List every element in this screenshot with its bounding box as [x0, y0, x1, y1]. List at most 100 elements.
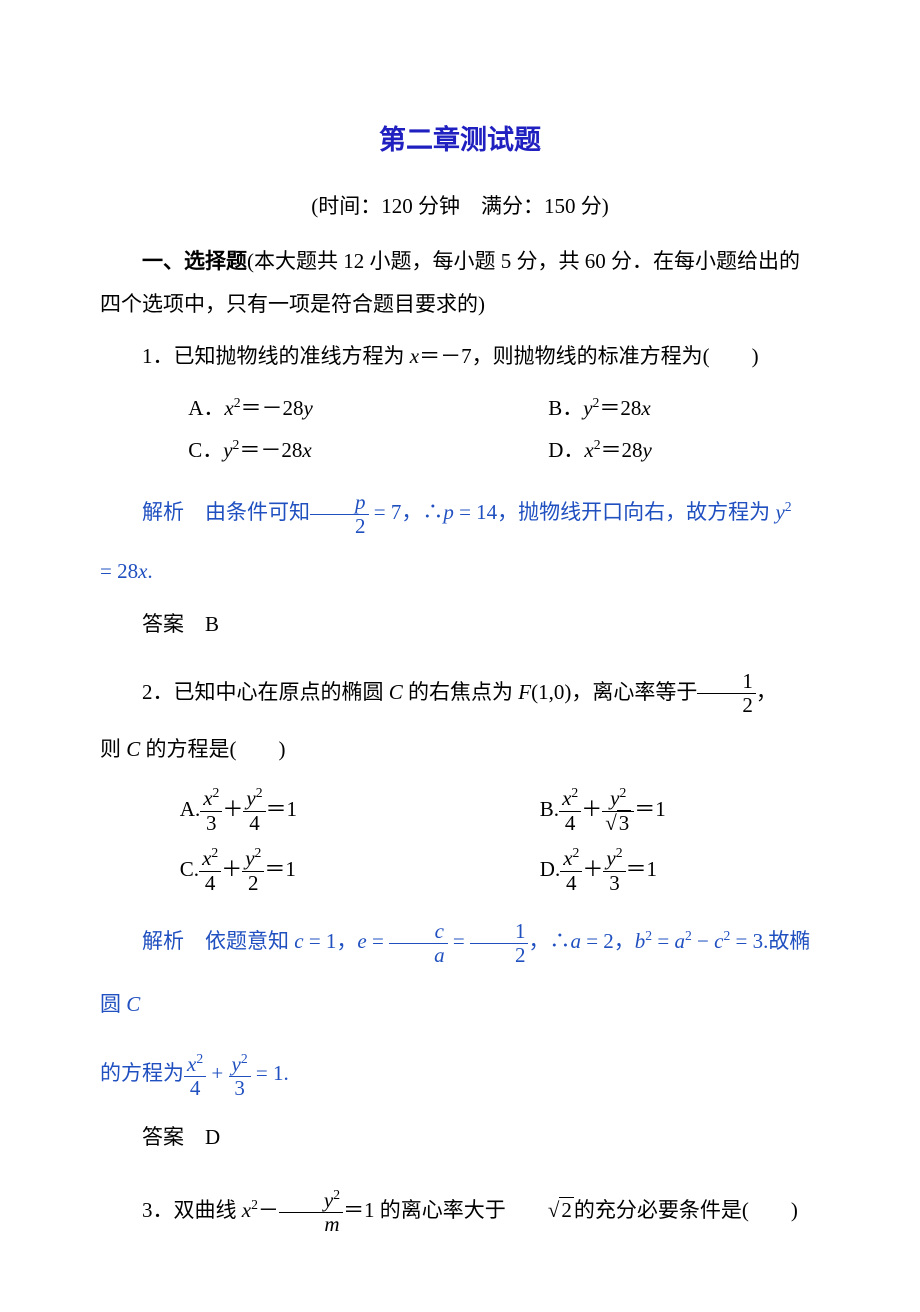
o-var2: x — [641, 396, 650, 420]
c1: 的方程为 — [100, 1061, 184, 1085]
den: 4 — [184, 1076, 206, 1100]
fraction: y22 — [242, 845, 264, 894]
num: y2 — [279, 1187, 343, 1212]
num: y2 — [229, 1051, 251, 1076]
sqrt: √2 — [506, 1179, 574, 1242]
o-pow: 2 — [234, 395, 241, 410]
prefix: A. — [180, 794, 200, 826]
fraction: y23 — [229, 1051, 251, 1100]
section-title: 一、选择题(本大题共 12 小题，每小题 5 分，共 60 分．在每小题给出的四… — [100, 240, 820, 325]
q2-answer: 答案 D — [100, 1111, 820, 1165]
a-var: y — [775, 500, 784, 524]
page-title: 第二章测试题 — [100, 120, 820, 161]
tail: 的充分必要条件是( ) — [574, 1198, 798, 1222]
fraction: y2√3 — [602, 785, 634, 834]
o-pow: 2 — [594, 437, 601, 452]
pow: 2 — [251, 1197, 258, 1212]
o-var: y — [223, 438, 232, 462]
answer-label: 答案 — [142, 1126, 184, 1149]
q1-optC: C．y2＝－28x — [100, 429, 460, 471]
num: p — [310, 491, 369, 514]
a-t1: 由条件可知 — [184, 500, 310, 524]
num: y2 — [602, 785, 634, 810]
q2-options: A.x23＋y24＝1 B.x24＋y2√3＝1 C.x24＋y22＝1 D.x… — [100, 780, 820, 900]
q1-text: 1．已知抛物线的准线方程为 — [142, 344, 410, 368]
q2-optC: C.x24＋y22＝1 — [100, 840, 460, 900]
num: x2 — [559, 785, 581, 810]
o-var2: x — [302, 438, 311, 462]
den: m — [279, 1212, 343, 1236]
a7: ，∴ — [528, 929, 570, 953]
q1-var: x — [410, 344, 419, 368]
fraction: 12 — [697, 670, 756, 717]
num: x2 — [199, 845, 221, 870]
var: e — [357, 929, 366, 953]
var: b — [635, 929, 646, 953]
a6: = — [448, 929, 470, 953]
fraction: ca — [389, 920, 448, 967]
fraction: y2m — [279, 1187, 343, 1236]
var: F — [518, 680, 531, 704]
q1-analysis-cont: = 28x. — [100, 550, 820, 592]
o-mid: ＝28 — [601, 438, 643, 462]
a3: = 1， — [304, 929, 358, 953]
fraction: 12 — [470, 920, 529, 967]
o-mid: ＝28 — [599, 396, 641, 420]
den: 2 — [310, 514, 369, 538]
fraction: p2 — [310, 491, 369, 538]
fraction: x24 — [559, 785, 581, 834]
c2: = 1. — [251, 1061, 289, 1085]
fraction: y23 — [603, 845, 625, 894]
q1-optA: A．x2＝－28y — [100, 387, 460, 429]
var: a — [570, 929, 581, 953]
var: C — [126, 737, 140, 761]
den: 3 — [200, 811, 222, 835]
var: c — [294, 929, 303, 953]
a-pow: 2 — [785, 499, 792, 514]
q2-cont: 则 C 的方程是( ) — [100, 728, 820, 770]
o-var2: y — [643, 438, 652, 462]
o-var: y — [583, 396, 592, 420]
num: x2 — [560, 845, 582, 870]
answer-value: D — [184, 1125, 220, 1149]
answer-label: 答案 — [142, 613, 184, 636]
num: y2 — [603, 845, 625, 870]
answer-value: B — [184, 612, 219, 636]
question-3: 3．双曲线 x2－y2m＝1 的离心率大于√2的充分必要条件是( ) — [100, 1179, 820, 1242]
var: x — [242, 1198, 251, 1222]
a9: = 2， — [581, 929, 635, 953]
var: a — [674, 929, 685, 953]
den: 3 — [603, 871, 625, 895]
prefix: B. — [540, 794, 559, 826]
a5: = — [367, 929, 389, 953]
a15: − — [692, 929, 714, 953]
a-var: p — [443, 500, 454, 524]
num: c — [389, 920, 448, 943]
c1: 则 — [100, 737, 126, 761]
a-t4: = 14，抛物线开口向右，故方程为 — [454, 500, 776, 524]
q1-analysis: 解析 由条件可知p2 = 7，∴p = 14，抛物线开口向右，故方程为 y2 — [100, 481, 820, 544]
fraction: x23 — [200, 785, 222, 834]
num: y2 — [242, 845, 264, 870]
den: 2 — [697, 693, 756, 717]
o-mid: ＝－28 — [241, 396, 304, 420]
minus: － — [258, 1198, 279, 1222]
num: x2 — [184, 1051, 206, 1076]
q2-mid: 的右焦点为 — [403, 680, 519, 704]
a-end: . — [147, 559, 152, 583]
var: C — [389, 680, 403, 704]
q1-optB: B．y2＝28x — [460, 387, 820, 429]
q2-optB: B.x24＋y2√3＝1 — [460, 780, 820, 840]
analysis-label: 解析 — [142, 501, 184, 524]
a-cont: = 28 — [100, 559, 138, 583]
q2-analysis: 解析 依题意知 c = 1，e = ca = 12，∴a = 2，b2 = a2… — [100, 910, 820, 1036]
q2-text: 2．已知中心在原点的椭圆 — [142, 680, 389, 704]
a1: 依题意知 — [184, 929, 294, 953]
q1-answer: 答案 B — [100, 598, 820, 652]
var: C — [126, 992, 140, 1016]
num: 1 — [470, 920, 529, 943]
den: a — [389, 943, 448, 967]
prefix: C. — [180, 854, 199, 886]
q2-analysis-cont: 的方程为x24 + y23 = 1. — [100, 1042, 820, 1105]
o-prefix: B． — [548, 396, 583, 420]
